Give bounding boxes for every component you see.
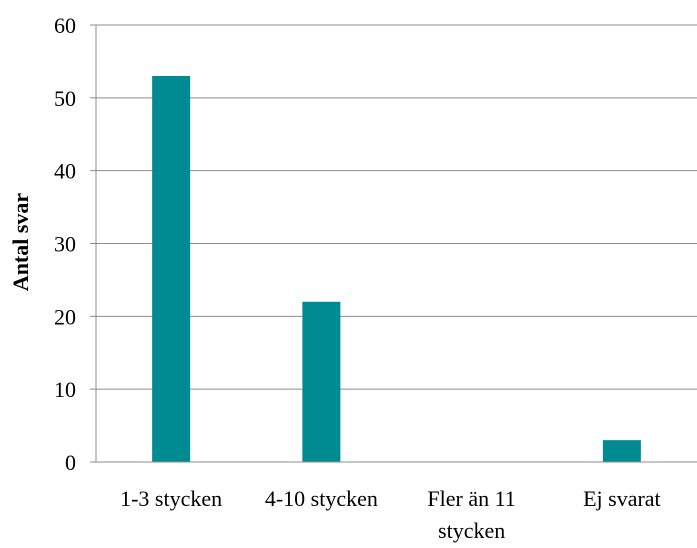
x-category-labels: 1-3 stycken 4-10 stycken Fler än 11 stycken… xyxy=(120,486,661,543)
y-tick-label: 10 xyxy=(54,377,76,402)
y-tick-labels: 0 10 20 30 40 50 60 xyxy=(54,13,76,475)
y-tick-label: 20 xyxy=(54,304,76,329)
gridlines xyxy=(96,24,697,390)
y-tick-label: 40 xyxy=(54,159,76,184)
y-tick-label: 30 xyxy=(54,232,76,257)
x-category-label: Fler än 11 stycken xyxy=(427,486,515,543)
bars xyxy=(152,75,641,462)
x-category-label: 4-10 stycken xyxy=(265,486,378,511)
axes xyxy=(90,24,697,463)
y-tick-label: 0 xyxy=(65,450,76,475)
x-category-label: 1-3 stycken xyxy=(120,486,222,511)
y-axis-title: Antal svar xyxy=(8,193,33,292)
y-tick-label: 50 xyxy=(54,86,76,111)
bar-1 xyxy=(152,75,191,462)
x-category-label: Ej svarat xyxy=(583,486,661,511)
bar-4 xyxy=(602,440,641,462)
y-tick-label: 60 xyxy=(54,13,76,38)
bar-2 xyxy=(302,301,341,462)
